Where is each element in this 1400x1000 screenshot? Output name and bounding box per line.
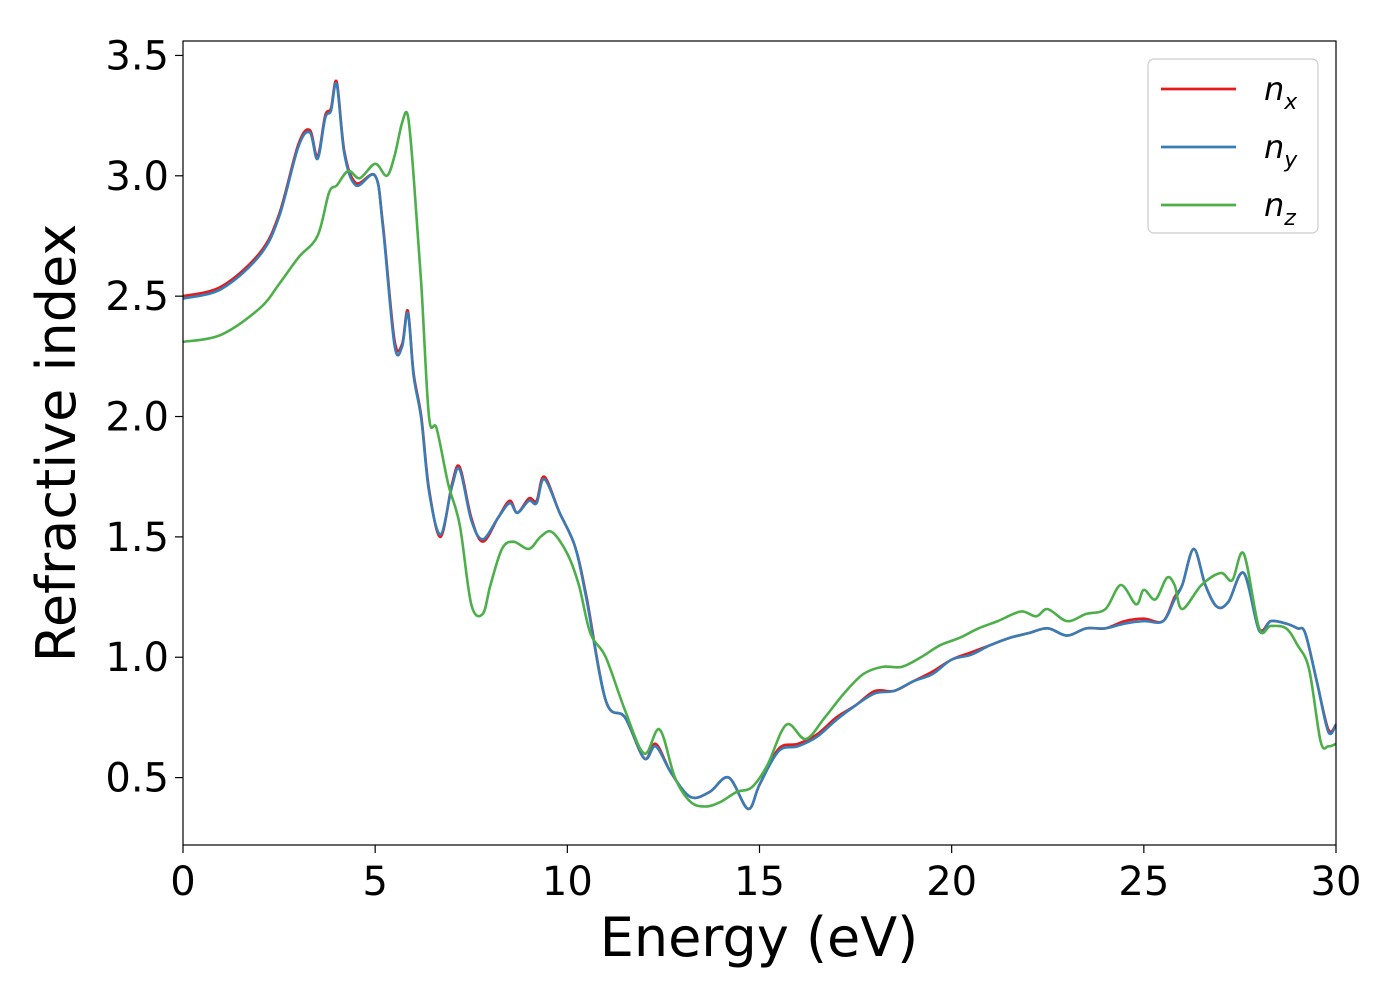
y-tick-label: 0.5 <box>105 756 169 802</box>
x-tick-label: 20 <box>926 859 977 905</box>
y-tick-label: 2.0 <box>105 395 169 441</box>
x-tick-label: 5 <box>362 859 387 905</box>
y-axis-title: Refractive index <box>25 224 88 663</box>
y-axis: 0.5 1.0 1.5 2.0 2.5 3.0 3.5 <box>105 33 183 802</box>
series-layer <box>182 79 1338 811</box>
y-tick-label: 3.5 <box>105 33 169 79</box>
series-line-nz <box>182 110 1337 808</box>
legend-label-nx: nx <box>1264 70 1298 115</box>
y-tick-label: 1.0 <box>105 635 169 681</box>
x-axis-title: Energy (eV) <box>600 906 919 969</box>
legend-label-nz: nz <box>1264 186 1296 231</box>
series-line-ny <box>182 81 1338 811</box>
legend-label-ny: ny <box>1264 128 1298 173</box>
x-axis: 0 5 10 15 20 25 30 <box>170 845 1361 905</box>
y-tick-label: 2.5 <box>105 274 169 320</box>
x-tick-label: 25 <box>1118 859 1169 905</box>
legend: nx ny nz <box>1147 58 1319 234</box>
x-tick-label: 30 <box>1311 859 1362 905</box>
x-tick-label: 15 <box>734 859 785 905</box>
y-tick-label: 3.0 <box>105 154 169 200</box>
x-tick-label: 0 <box>170 859 195 905</box>
x-tick-label: 10 <box>542 859 593 905</box>
y-tick-label: 1.5 <box>105 515 169 561</box>
